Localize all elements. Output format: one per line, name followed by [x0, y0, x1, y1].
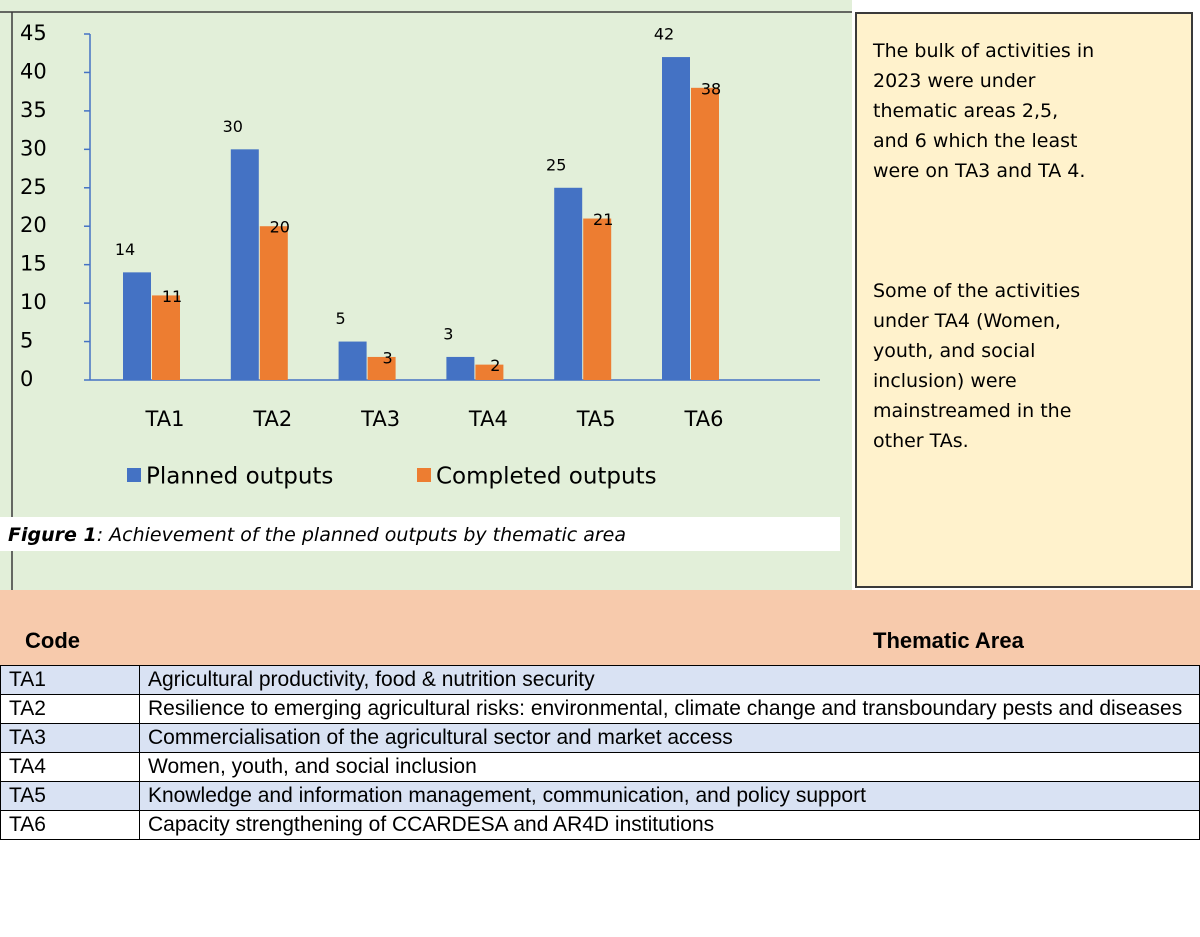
area-cell: Women, youth, and social inclusion — [139, 752, 1200, 782]
note-line: youth, and social — [873, 340, 1036, 362]
legend-label: Planned outputs — [146, 464, 333, 490]
note-box: The bulk of activities in 2023 were under… — [855, 12, 1193, 588]
bar — [152, 295, 180, 380]
bar — [230, 149, 259, 380]
area-cell: Capacity strengthening of CCARDESA and A… — [139, 810, 1200, 840]
note-line: 2023 were under — [873, 70, 1036, 92]
data-label: 42 — [654, 25, 674, 44]
note-line: inclusion) were — [873, 370, 1017, 392]
gap — [873, 186, 1175, 276]
x-tick-label: TA6 — [684, 407, 724, 431]
table-row: TA4 Women, youth, and social inclusion — [0, 752, 1200, 782]
note-line: mainstreamed in the — [873, 400, 1072, 422]
bar — [123, 272, 151, 380]
header-code: Code — [25, 628, 80, 653]
data-label: 20 — [270, 218, 290, 237]
caption-box — [0, 517, 840, 551]
bar — [554, 187, 583, 380]
data-label: 11 — [162, 287, 182, 306]
data-label: 3 — [443, 324, 453, 343]
legend-label: Completed outputs — [436, 464, 657, 490]
data-label: 2 — [490, 356, 500, 375]
y-tick-label: 45 — [20, 21, 47, 45]
x-tick-label: TA1 — [145, 407, 185, 431]
x-tick-label: TA5 — [576, 407, 616, 431]
table-row: TA6 Capacity strengthening of CCARDESA an… — [0, 810, 1200, 840]
code-cell: TA6 — [0, 810, 140, 840]
thematic-table: TA1 Agricultural productivity, food & nut… — [0, 665, 1200, 840]
bar — [367, 356, 396, 380]
caption-text: : Achievement of the planned outputs by … — [97, 524, 626, 546]
bar — [338, 341, 367, 380]
y-tick-label: 25 — [20, 175, 47, 199]
header-area: Thematic Area — [873, 628, 1024, 653]
code-cell: TA1 — [0, 665, 140, 695]
data-label: 5 — [336, 309, 346, 328]
area-cell: Agricultural productivity, food & nutrit… — [139, 665, 1200, 695]
note-line: and 6 which the least — [873, 130, 1078, 152]
table-row: TA3 Commercialisation of the agricultural… — [0, 723, 1200, 753]
table-band: Code Thematic Area — [0, 590, 1200, 665]
table-row: TA2 Resilience to emerging agricultural r… — [0, 694, 1200, 724]
data-label: 30 — [223, 117, 243, 136]
caption-label: Figure 1 — [8, 524, 97, 546]
note-line: The bulk of activities in — [873, 40, 1095, 62]
y-tick-label: 5 — [20, 329, 33, 353]
note-line: were on TA3 and TA 4. — [873, 160, 1086, 182]
data-label: 38 — [701, 79, 721, 98]
table-row: TA5 Knowledge and information management,… — [0, 781, 1200, 811]
note-line: other TAs. — [873, 430, 969, 452]
bar — [446, 356, 475, 380]
y-tick-label: 35 — [20, 98, 47, 122]
legend-swatch — [417, 468, 431, 482]
bar — [259, 226, 288, 380]
table-row: TA1 Agricultural productivity, food & nut… — [0, 665, 1200, 695]
y-tick-label: 10 — [20, 290, 47, 314]
code-cell: TA4 — [0, 752, 140, 782]
data-label: 14 — [115, 240, 135, 259]
y-tick-label: 40 — [20, 59, 47, 83]
x-tick-label: TA4 — [468, 407, 508, 431]
data-label: 25 — [546, 155, 566, 174]
data-label: 21 — [593, 210, 613, 229]
data-label: 3 — [383, 348, 393, 367]
y-tick-label: 15 — [20, 252, 47, 276]
note-line: under TA4 (Women, — [873, 310, 1061, 332]
code-cell: TA5 — [0, 781, 140, 811]
area-cell: Resilience to emerging agricultural risk… — [139, 694, 1200, 724]
code-cell: TA2 — [0, 694, 140, 724]
area-cell: Commercialisation of the agricultural se… — [139, 723, 1200, 753]
bar — [662, 57, 690, 381]
legend-swatch — [127, 468, 141, 482]
note-line: thematic areas 2,5, — [873, 100, 1059, 122]
area-cell: Knowledge and information management, co… — [139, 781, 1200, 811]
x-tick-label: TA3 — [360, 407, 400, 431]
code-cell: TA3 — [0, 723, 140, 753]
chart: Figure 1: Achievement of the planned out… — [0, 0, 852, 590]
y-tick-label: 20 — [20, 213, 47, 237]
y-tick-label: 0 — [20, 367, 33, 391]
y-tick-label: 30 — [20, 136, 47, 160]
bar — [583, 218, 612, 380]
note-line: Some of the activities — [873, 280, 1081, 302]
bar — [475, 364, 504, 380]
bar — [691, 87, 719, 381]
caption: Figure 1: Achievement of the planned out… — [8, 524, 626, 546]
x-tick-label: TA2 — [252, 407, 292, 431]
